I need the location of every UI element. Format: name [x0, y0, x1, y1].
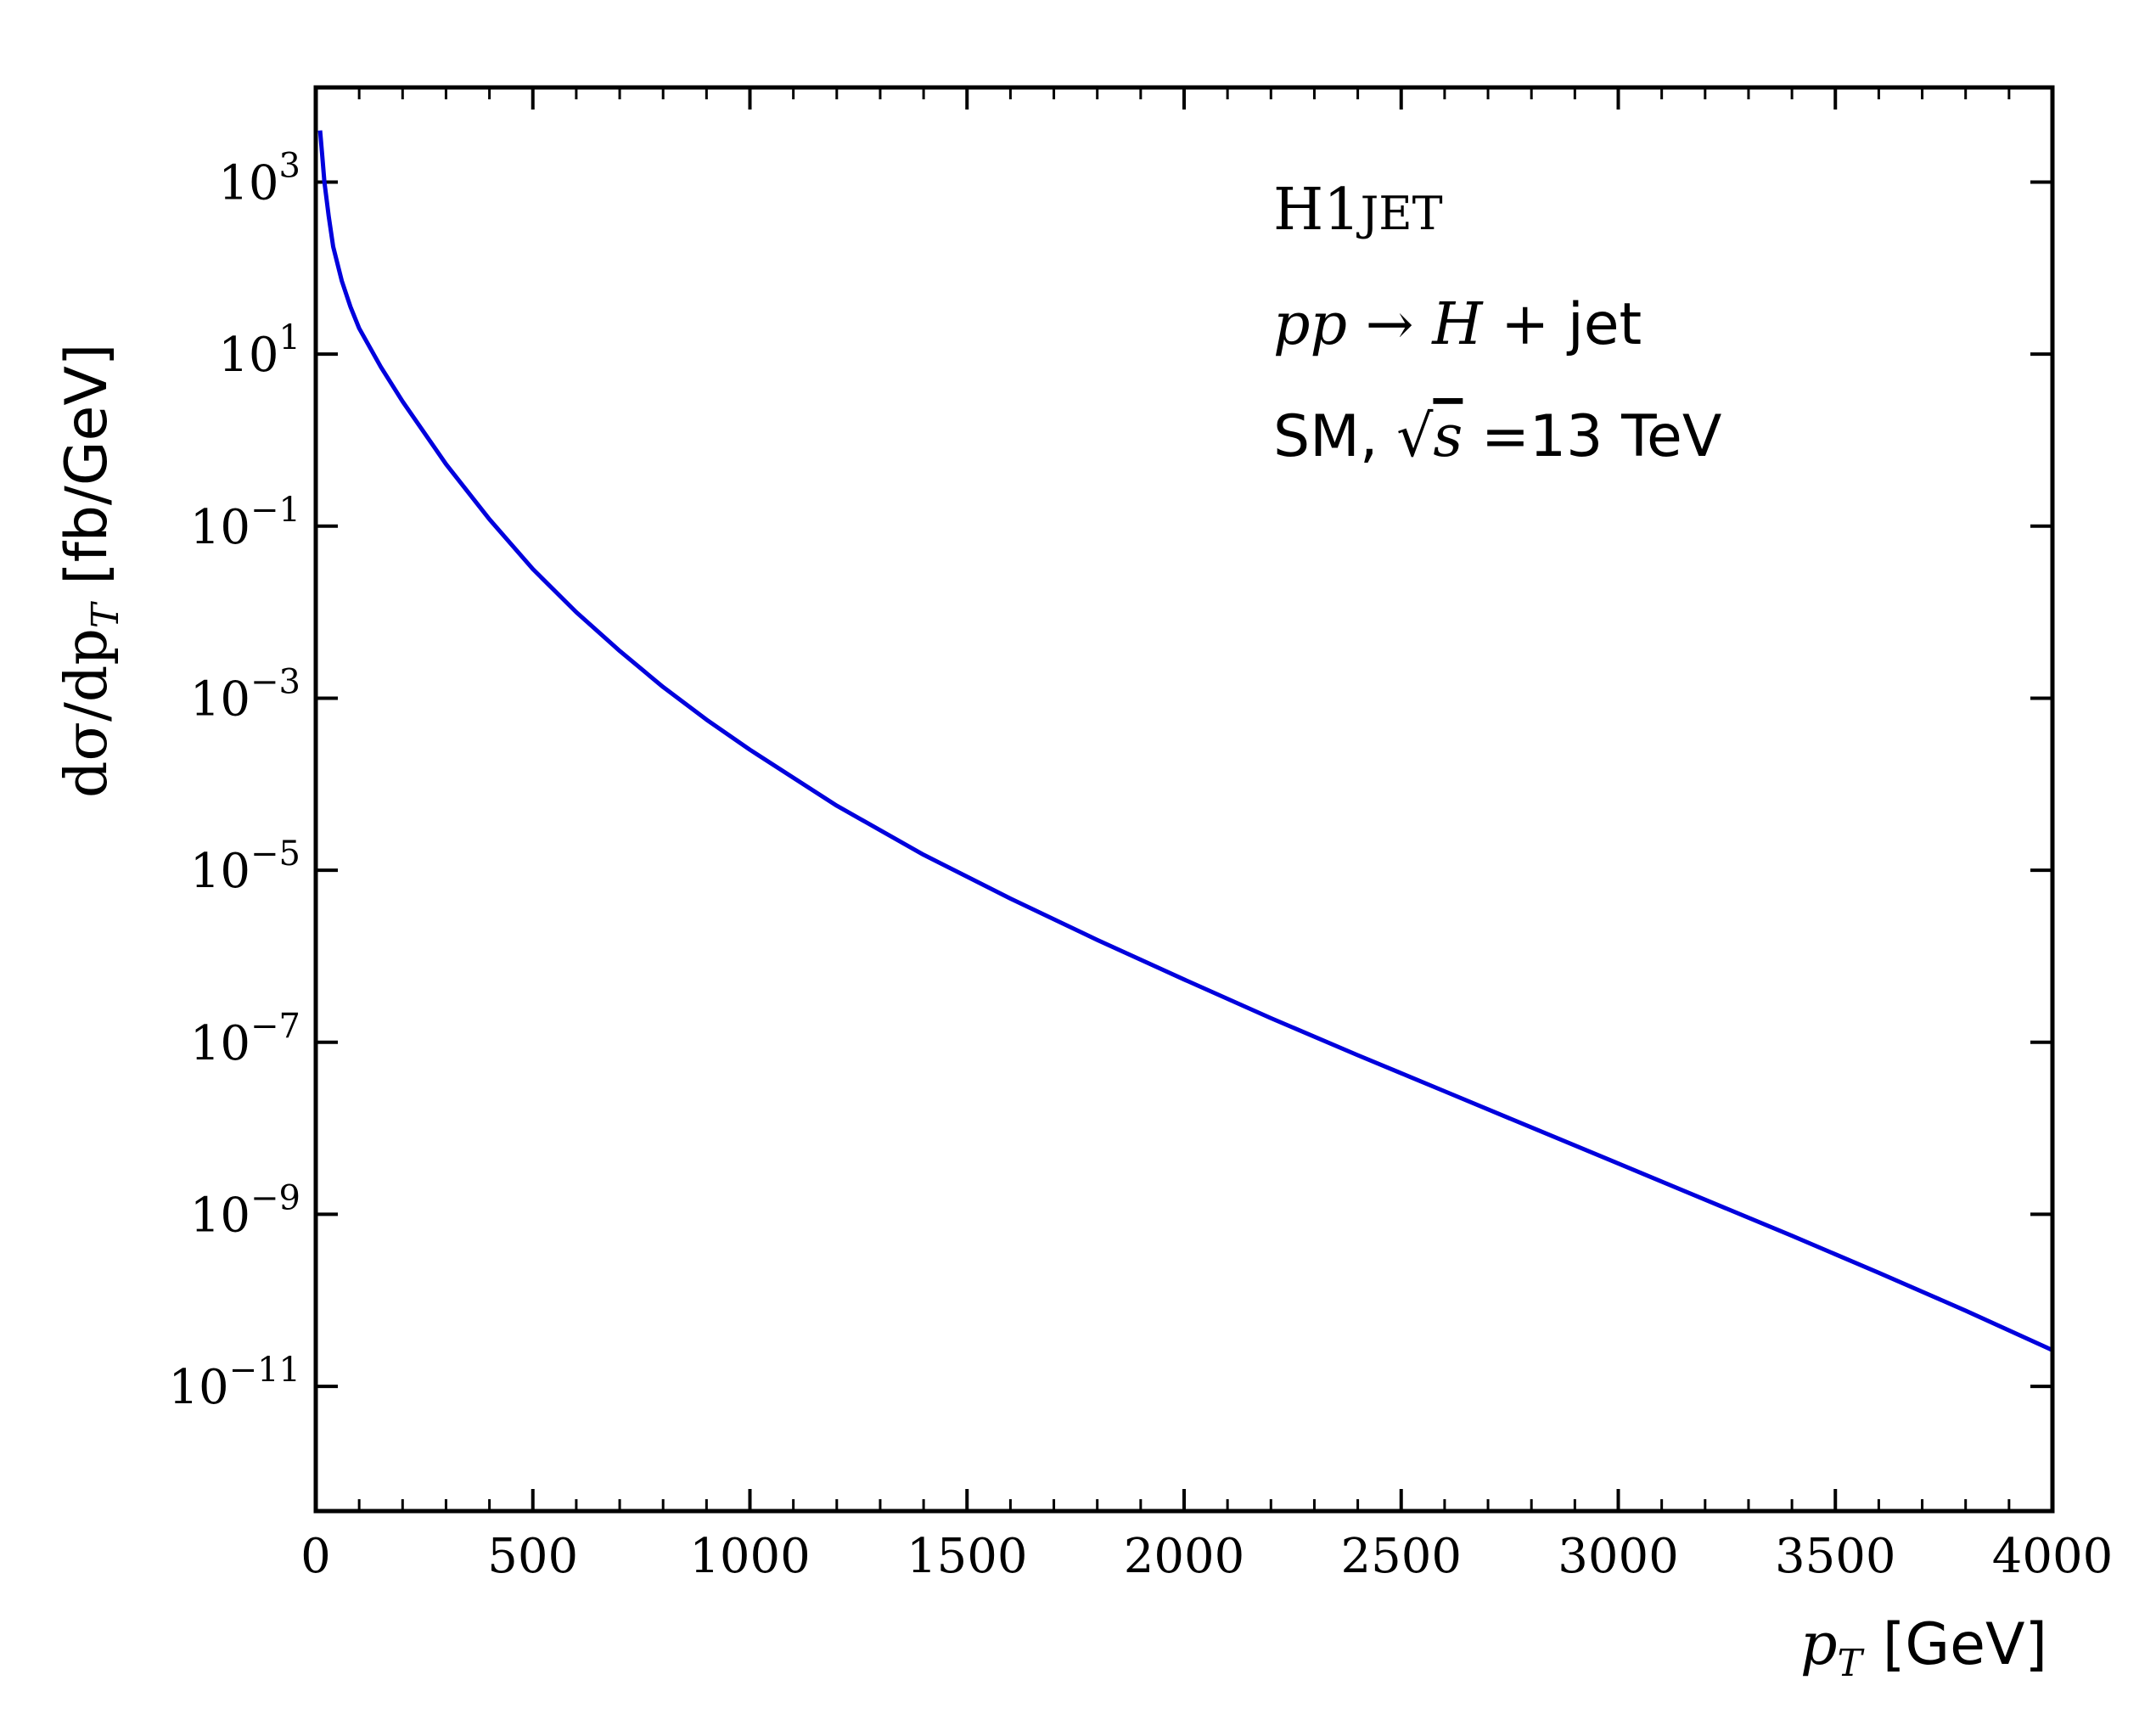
ticks-layer [314, 87, 2054, 1511]
y-tick-label: 10−3 [190, 662, 300, 727]
y-tick-label: 10−7 [190, 1007, 300, 1071]
tick-labels-layer: 0 500 1000 1500 2000 2500 3000 3500 4000 103 101 10… [168, 146, 2113, 1584]
x-tick-label: 4000 [1992, 1529, 2114, 1584]
y-tick-label: 10−9 [190, 1178, 300, 1243]
plot-frame [313, 85, 2055, 1514]
series-line [317, 130, 2054, 1352]
x-tick-label: 3500 [1775, 1529, 1896, 1584]
y-tick-label: 10−5 [190, 834, 300, 899]
x-tick-label: 2000 [1124, 1529, 1245, 1584]
annotation-energy: SM, √s =13 TeV [1273, 403, 1721, 470]
y-tick-label: 10−1 [190, 491, 300, 555]
annotation-program: H1JET [1273, 177, 1443, 244]
y-tick-label: 101 [218, 318, 300, 383]
y-tick-label: 10−11 [168, 1351, 300, 1415]
annotation-process: pp → H + jet [1273, 291, 1642, 358]
y-axis-title: dσ/dpT[fb/GeV] [53, 344, 127, 798]
x-tick-label: 2500 [1340, 1529, 1462, 1584]
y-tick-label: 103 [218, 146, 300, 211]
x-tick-label: 500 [487, 1529, 578, 1584]
x-tick-label: 1000 [689, 1529, 811, 1584]
x-axis-title: pT [GeV] [1800, 1611, 2047, 1685]
x-tick-label: 0 [300, 1529, 331, 1584]
x-tick-label: 1500 [907, 1529, 1028, 1584]
x-tick-label: 3000 [1558, 1529, 1679, 1584]
